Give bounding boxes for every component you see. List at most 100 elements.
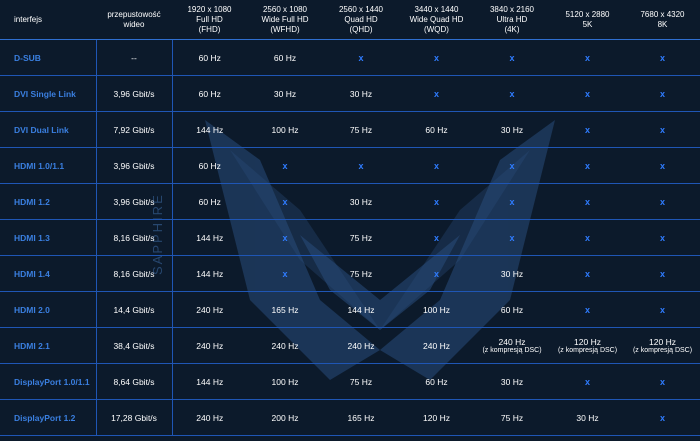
refresh-rate-value: 240 Hz <box>271 340 299 351</box>
refresh-rate-value: 240 Hz <box>423 340 450 351</box>
header-resolution-0: 1920 x 1080 Full HD (FHD) <box>172 0 247 40</box>
unsupported-mark: x <box>659 232 665 243</box>
refresh-rate-value: 144 Hz <box>347 304 375 315</box>
header-resolution-line: Ultra HD <box>496 14 528 24</box>
unsupported-mark: x <box>659 304 665 315</box>
refresh-rate-cell: 240 Hz <box>247 327 323 364</box>
refresh-rate-cell: x <box>323 39 399 76</box>
refresh-rate-cell: x <box>625 147 700 184</box>
unsupported-mark: x <box>659 268 665 279</box>
header-resolution-line: 5K <box>582 19 593 29</box>
table-row: HDMI 2.0 14,4 Gbit/s 240 Hz 165 Hz 144 Hz 100… <box>0 291 700 328</box>
refresh-rate-cell: x <box>625 255 700 292</box>
bandwidth-value: 14,4 Gbit/s <box>96 291 173 328</box>
header-resolution-line: Full HD <box>196 14 223 24</box>
table-row: HDMI 1.3 8,16 Gbit/s 144 Hz x 75 Hz x x x x <box>0 219 700 256</box>
interface-name: DisplayPort 1.2 <box>0 399 97 436</box>
refresh-rate-cell: x <box>625 291 700 328</box>
refresh-rate-cell: x <box>474 75 550 112</box>
bandwidth-value: 8,16 Gbit/s <box>96 255 173 292</box>
refresh-rate-cell: x <box>550 39 625 76</box>
refresh-rate-cell: 60 Hz <box>172 147 247 184</box>
refresh-rate-cell: x <box>625 111 700 148</box>
refresh-rate-cell: 30 Hz <box>323 183 399 220</box>
refresh-rate-value: 165 Hz <box>271 304 299 315</box>
interface-name: HDMI 2.0 <box>0 291 97 328</box>
header-resolution-line: 5120 x 2880 <box>565 9 610 19</box>
header-resolution-line: 2560 x 1080 <box>262 4 308 14</box>
refresh-rate-cell: 60 Hz <box>399 111 474 148</box>
refresh-rate-cell: 75 Hz <box>474 399 550 436</box>
refresh-rate-cell: x <box>550 75 625 112</box>
refresh-rate-cell: x <box>474 219 550 256</box>
interface-name: D-SUB <box>0 39 97 76</box>
bandwidth-value: 3,96 Gbit/s <box>96 183 173 220</box>
header-resolution-line: 8K <box>657 19 668 29</box>
interface-name: HDMI 1.3 <box>0 219 97 256</box>
refresh-rate-cell: x <box>550 111 625 148</box>
refresh-rate-cell: x <box>323 147 399 184</box>
bandwidth-value: 17,28 Gbit/s <box>96 399 173 436</box>
refresh-rate-value: 144 Hz <box>196 376 224 387</box>
header-bandwidth-line2: wideo <box>123 19 145 29</box>
refresh-rate-value: 240 Hz <box>196 412 224 423</box>
refresh-rate-value: 60 Hz <box>425 376 448 387</box>
refresh-rate-cell: x <box>625 75 700 112</box>
header-resolution-6: 7680 x 4320 8K <box>625 0 700 40</box>
dsc-note: (z kompresją DSC) <box>632 347 693 354</box>
unsupported-mark: x <box>282 160 288 171</box>
refresh-rate-cell: 240 Hz <box>172 327 247 364</box>
refresh-rate-value: 30 Hz <box>500 268 524 279</box>
unsupported-mark: x <box>584 196 590 207</box>
header-resolution-line: (WQD) <box>424 24 449 34</box>
refresh-rate-cell: x <box>625 39 700 76</box>
refresh-rate-value: 30 Hz <box>500 376 524 387</box>
refresh-rate-cell: x <box>550 147 625 184</box>
refresh-rate-cell: 144 Hz <box>323 291 399 328</box>
header-resolution-line: 2560 x 1440 <box>338 4 384 14</box>
unsupported-mark: x <box>433 196 439 207</box>
refresh-rate-cell: 60 Hz <box>172 75 247 112</box>
refresh-rate-value: 75 Hz <box>500 412 524 423</box>
refresh-rate-cell: 144 Hz <box>172 111 247 148</box>
unsupported-mark: x <box>659 412 665 423</box>
refresh-rate-value: 165 Hz <box>347 412 375 423</box>
dsc-note: (z kompresją DSC) <box>482 347 542 354</box>
bandwidth-value: 3,96 Gbit/s <box>96 147 173 184</box>
refresh-rate-cell: 144 Hz <box>172 219 247 256</box>
unsupported-mark: x <box>659 376 665 387</box>
refresh-rate-cell: 240 Hz <box>172 399 247 436</box>
refresh-rate-value: 240 Hz <box>347 340 375 351</box>
header-resolution-line: (QHD) <box>349 24 373 34</box>
refresh-rate-value: 200 Hz <box>271 412 299 423</box>
refresh-rate-cell: x <box>399 75 474 112</box>
refresh-rate-value: 100 Hz <box>271 376 299 387</box>
table-row: HDMI 1.4 8,16 Gbit/s 144 Hz x 75 Hz x 30 Hz x x <box>0 255 700 292</box>
header-resolution-line: 3440 x 1440 <box>414 4 459 14</box>
refresh-rate-value: 100 Hz <box>423 304 450 315</box>
refresh-rate-cell: 240 Hz <box>323 327 399 364</box>
refresh-rate-cell: x <box>625 399 700 436</box>
header-resolution-line: Wide Full HD <box>261 14 309 24</box>
refresh-rate-cell: 144 Hz <box>172 255 247 292</box>
refresh-rate-cell: 120 Hz (z kompresją DSC) <box>550 327 625 364</box>
refresh-rate-cell: x <box>399 255 474 292</box>
refresh-rate-cell: x <box>399 183 474 220</box>
refresh-rate-cell: 30 Hz <box>474 363 550 400</box>
refresh-rate-cell: x <box>474 39 550 76</box>
unsupported-mark: x <box>282 196 288 207</box>
unsupported-mark: x <box>282 268 288 279</box>
refresh-rate-cell: x <box>247 219 323 256</box>
refresh-rate-value: 120 Hz <box>423 412 450 423</box>
interface-name: HDMI 1.4 <box>0 255 97 292</box>
refresh-rate-cell: 30 Hz <box>323 75 399 112</box>
refresh-rate-value: 60 Hz <box>273 52 297 63</box>
table-row: HDMI 1.2 3,96 Gbit/s 60 Hz x 30 Hz x x x x <box>0 183 700 220</box>
refresh-rate-cell: x <box>474 147 550 184</box>
table-row: D-SUB -- 60 Hz 60 Hz x x x x x <box>0 39 700 76</box>
refresh-rate-cell: 240 Hz (z kompresją DSC) <box>474 327 550 364</box>
bandwidth-value: 8,64 Gbit/s <box>96 363 173 400</box>
unsupported-mark: x <box>433 232 439 243</box>
refresh-rate-value: 75 Hz <box>349 268 373 279</box>
refresh-rate-cell: 165 Hz <box>323 399 399 436</box>
